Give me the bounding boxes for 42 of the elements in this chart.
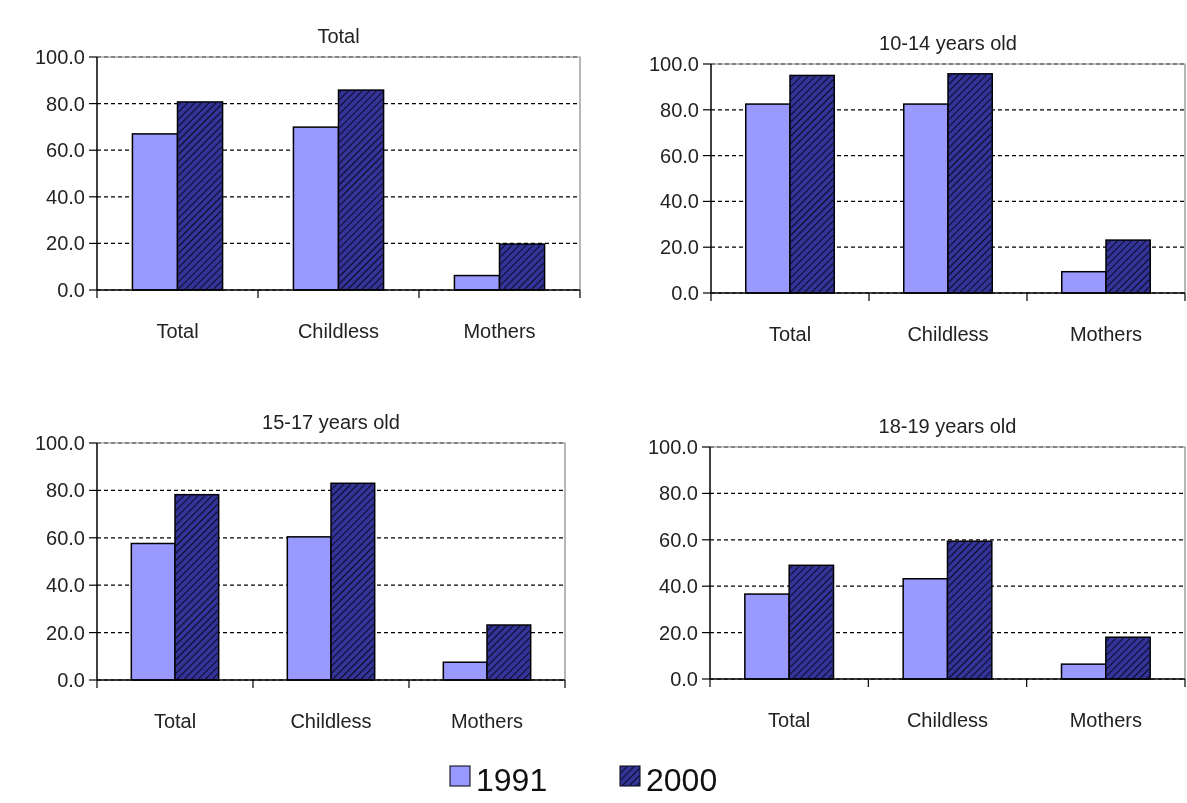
x-tick-label: Childless	[297, 320, 380, 342]
y-tick-label: 0.0	[57, 279, 85, 301]
x-tick-label: Mothers	[450, 710, 524, 732]
y-tick-label: 100.0	[34, 46, 85, 68]
x-tick-label: Mothers	[463, 320, 536, 342]
x-tick-label: Childless	[906, 709, 989, 731]
chart-title: 18-19 years old	[878, 415, 1017, 437]
y-tick-label: 100.0	[648, 53, 699, 75]
x-tick-label: Mothers	[1069, 709, 1142, 731]
chart-title: Total	[317, 25, 360, 47]
y-tick-label: 0.0	[670, 668, 698, 690]
x-tick-label: Childless	[290, 710, 372, 732]
x-tick-label: Total	[768, 709, 811, 731]
y-tick-label: 80.0	[660, 98, 699, 121]
y-tick-label: 20.0	[660, 236, 699, 259]
legend-label: 1991	[476, 762, 548, 799]
x-tick-label: Childless	[907, 323, 989, 345]
y-tick-label: 80.0	[46, 479, 85, 502]
y-tick-label: 40.0	[659, 575, 698, 598]
y-tick-label: 40.0	[660, 190, 699, 213]
chart-title: 15-17 years old	[262, 411, 400, 433]
x-tick-label: Total	[768, 323, 812, 345]
y-tick-label: 100.0	[34, 432, 85, 454]
y-tick-label: 20.0	[659, 621, 698, 644]
y-tick-label: 80.0	[659, 482, 698, 505]
chart-title: 10-14 years old	[879, 32, 1017, 54]
x-tick-label: Total	[153, 710, 197, 732]
y-tick-label: 0.0	[57, 669, 85, 691]
y-tick-label: 40.0	[46, 574, 85, 597]
legend-label: 2000	[646, 762, 718, 799]
y-tick-label: 100.0	[647, 436, 698, 458]
y-tick-label: 40.0	[46, 185, 85, 208]
y-tick-label: 60.0	[46, 526, 85, 549]
x-tick-label: Mothers	[1069, 323, 1143, 345]
y-tick-label: 60.0	[46, 139, 85, 162]
y-tick-label: 20.0	[46, 232, 85, 255]
y-tick-label: 80.0	[46, 92, 85, 115]
x-tick-label: Total	[156, 320, 199, 342]
y-tick-label: 0.0	[671, 282, 699, 304]
y-tick-label: 60.0	[660, 144, 699, 167]
y-tick-label: 60.0	[659, 528, 698, 551]
y-tick-label: 20.0	[46, 621, 85, 644]
